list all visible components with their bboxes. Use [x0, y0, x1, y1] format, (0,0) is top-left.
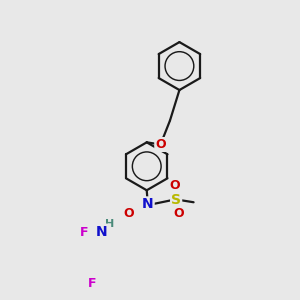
Text: H: H: [105, 219, 114, 229]
Text: O: O: [155, 138, 166, 151]
Text: O: O: [170, 179, 180, 192]
Text: N: N: [96, 225, 108, 239]
Text: O: O: [173, 207, 184, 220]
Text: N: N: [142, 197, 154, 212]
Text: F: F: [80, 226, 88, 239]
Text: S: S: [171, 193, 181, 207]
Text: O: O: [123, 207, 134, 220]
Text: F: F: [88, 278, 97, 290]
